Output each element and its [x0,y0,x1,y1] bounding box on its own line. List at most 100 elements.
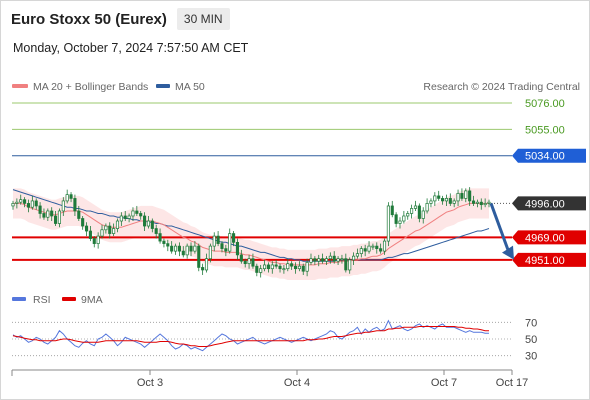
credit-text: Research © 2024 Trading Central [423,81,580,93]
candle-body-10 [50,210,54,217]
candle-body-88 [352,255,356,261]
candle-body-78 [313,258,317,262]
candle-body-109 [433,195,437,202]
candle-body-51 [208,245,212,260]
forecast-arrow [489,202,514,260]
candle-body-114 [452,200,456,204]
candle-body-7 [38,205,42,214]
candle-body-59 [239,254,243,262]
candle-body-11 [54,215,58,224]
candle-body-119 [471,200,476,204]
candle-body-79 [317,258,321,262]
ma9-legend-swatch [62,297,76,301]
candle-body-64 [259,268,263,273]
candle-body-33 [139,213,143,217]
candle-body-13 [61,200,65,212]
rsi-tick-label-0: 70 [525,317,537,329]
candle-body-106 [421,210,425,219]
candle-body-68 [274,264,278,267]
candle-body-23 [100,229,104,237]
candle-body-20 [88,230,92,239]
candlesticks [11,187,491,278]
candle-body-53 [216,235,220,244]
candle-body-5 [30,200,34,208]
candle-body-70 [282,268,286,271]
ma20-legend-swatch [12,84,28,88]
candle-body-58 [235,241,240,256]
candle-body-29 [123,215,127,219]
candle-body-103 [410,208,414,214]
candle-body-80 [321,258,325,262]
level-label-bg-5 [512,252,586,267]
candle-body-101 [402,215,406,222]
candle-body-34 [143,215,147,227]
candle-body-110 [437,195,441,199]
ma20-line [13,202,489,266]
candle-body-75 [301,265,305,272]
candle-body-74 [297,265,301,270]
candle-body-47 [193,245,197,252]
candle-body-48 [197,245,201,268]
candle-body-22 [96,235,100,244]
forecast-arrow-shaft [489,202,511,254]
ma50-legend-swatch [156,84,170,88]
candle-body-42 [173,245,178,252]
candle-body-96 [382,240,387,252]
candle-body-39 [162,240,166,244]
level-label-5: 4951.00 [525,255,565,267]
candle-body-93 [371,245,375,248]
candle-body-41 [170,245,174,252]
moving-averages [12,189,490,266]
candle-body-26 [112,228,116,234]
forecast-arrow-head [502,245,514,260]
level-label-bg-3 [512,196,586,211]
candle-body-16 [73,198,77,212]
level-label-bg-4 [512,230,586,245]
level-label-4: 4969.00 [525,232,565,244]
candle-body-115 [456,193,460,202]
candle-body-46 [189,245,193,252]
rsi-legend-swatch [12,297,26,301]
candle-body-9 [46,210,50,218]
candle-body-37 [154,228,158,234]
candle-body-98 [390,205,394,216]
timeframe-badge[interactable]: 30 MIN [176,8,230,30]
candle-body-87 [348,259,352,271]
candle-body-61 [247,258,251,265]
ma9-legend-label: 9MA [81,294,103,306]
candle-body-112 [444,198,448,202]
candle-body-12 [57,210,61,224]
candle-body-60 [243,260,247,265]
candle-body-116 [460,193,464,199]
candle-body-91 [363,248,367,252]
candle-body-69 [278,265,282,270]
candle-body-17 [77,210,81,219]
candle-body-36 [150,220,154,229]
bollinger-bands [13,188,489,280]
candle-body-84 [336,258,340,262]
ma20-legend-label: MA 20 + Bollinger Bands [33,81,148,93]
candle-body-92 [367,245,371,252]
candle-body-24 [104,225,108,231]
candle-body-56 [228,233,232,252]
candle-body-100 [398,220,402,224]
candle-body-32 [135,210,139,214]
x-tick-label-1: Oct 4 [284,377,310,389]
candle-body-72 [290,263,294,267]
candle-body-108 [429,200,433,204]
rsi-legend-label: RSI [33,294,51,306]
candle-body-1 [15,201,19,204]
candle-body-94 [375,245,379,249]
candle-body-2 [19,199,23,203]
candle-body-62 [251,258,255,267]
chart-datetime: Monday, October 7, 2024 7:57:50 AM CET [13,41,249,55]
rsi-tick-label-2: 30 [525,351,537,363]
candle-body-105 [417,205,421,219]
candle-body-71 [286,263,290,270]
candle-body-4 [26,203,31,208]
candle-body-76 [305,262,309,272]
rsi-line [12,319,489,352]
ma50-line [12,189,490,262]
candle-body-82 [328,255,332,260]
level-label-0: 5076.00 [525,98,565,110]
